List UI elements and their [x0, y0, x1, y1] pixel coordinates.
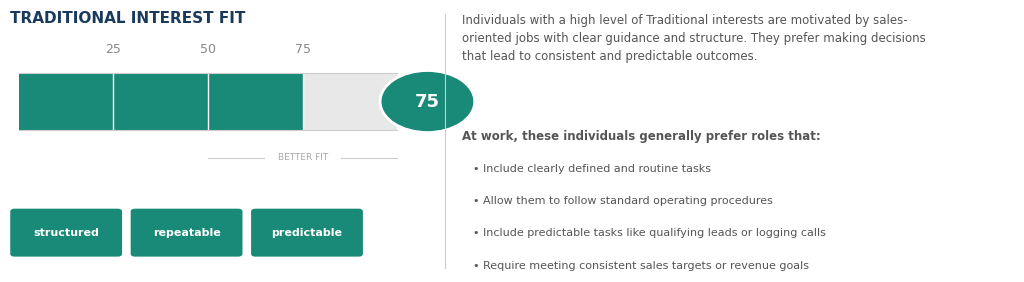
Text: predictable: predictable [271, 228, 342, 238]
Text: BETTER FIT: BETTER FIT [278, 153, 328, 162]
FancyBboxPatch shape [251, 209, 362, 257]
Text: 25: 25 [105, 43, 122, 56]
Text: structured: structured [33, 228, 99, 238]
Text: At work, these individuals generally prefer roles that:: At work, these individuals generally pre… [462, 130, 820, 143]
FancyBboxPatch shape [10, 209, 122, 257]
FancyBboxPatch shape [18, 73, 303, 130]
Text: 75: 75 [295, 43, 310, 56]
Text: • Require meeting consistent sales targets or revenue goals: • Require meeting consistent sales targe… [473, 261, 809, 271]
FancyBboxPatch shape [131, 209, 243, 257]
Text: Individuals with a high level of Traditional interests are motivated by sales-
o: Individuals with a high level of Traditi… [462, 14, 926, 63]
FancyBboxPatch shape [18, 73, 397, 130]
Text: • Include predictable tasks like qualifying leads or logging calls: • Include predictable tasks like qualify… [473, 228, 826, 238]
Text: 50: 50 [200, 43, 216, 56]
Text: 75: 75 [415, 92, 440, 111]
Text: • Include clearly defined and routine tasks: • Include clearly defined and routine ta… [473, 164, 711, 173]
Text: • Allow them to follow standard operating procedures: • Allow them to follow standard operatin… [473, 196, 773, 206]
Text: repeatable: repeatable [153, 228, 220, 238]
Text: TRADITIONAL INTEREST FIT: TRADITIONAL INTEREST FIT [10, 11, 246, 26]
Circle shape [380, 70, 475, 133]
